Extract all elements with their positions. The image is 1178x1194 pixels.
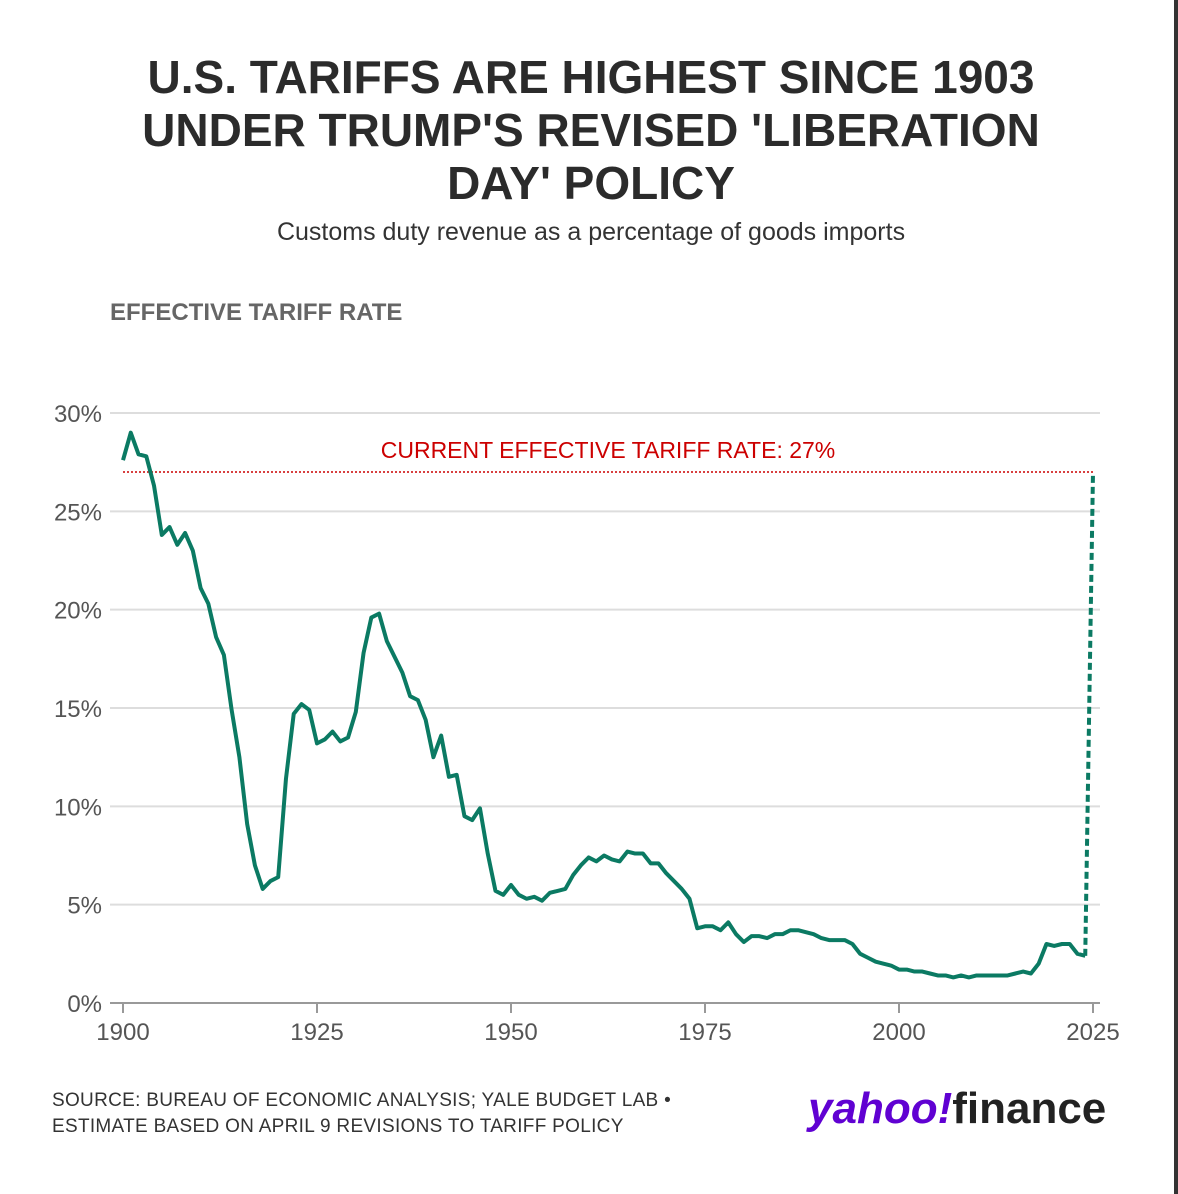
logo-brand: yahoo! bbox=[806, 1084, 952, 1133]
edge bbox=[1174, 0, 1178, 1194]
chart-title: U.S. TARIFFS ARE HIGHEST SINCE 1903 bbox=[148, 51, 1035, 103]
y-tick-label: 25% bbox=[54, 499, 102, 526]
source-note: ESTIMATE BASED ON APRIL 9 REVISIONS TO T… bbox=[52, 1116, 624, 1137]
x-tick-label: 1925 bbox=[290, 1019, 343, 1046]
y-tick-label: 20% bbox=[54, 598, 102, 625]
logo: yahoo!finance bbox=[806, 1084, 1106, 1133]
x-tick-label: 2025 bbox=[1066, 1019, 1119, 1046]
chart-title: DAY' POLICY bbox=[447, 157, 735, 209]
x-tick-label: 2000 bbox=[872, 1019, 925, 1046]
y-tick-label: 5% bbox=[67, 893, 102, 920]
data-line bbox=[1083, 471, 1095, 956]
logo-product: finance bbox=[952, 1084, 1106, 1133]
y-tick-label: 15% bbox=[54, 696, 102, 723]
source-note: SOURCE: BUREAU OF ECONOMIC ANALYSIS; YAL… bbox=[52, 1090, 671, 1111]
y-axis-label: EFFECTIVE TARIFF RATE bbox=[110, 299, 402, 326]
y-tick-label: 30% bbox=[54, 401, 102, 428]
reference-label: CURRENT EFFECTIVE TARIFF RATE: 27% bbox=[381, 437, 836, 463]
x-tick-label: 1975 bbox=[678, 1019, 731, 1046]
data-line bbox=[121, 430, 1086, 980]
x-tick-label: 1950 bbox=[484, 1019, 537, 1046]
chart-title: UNDER TRUMP'S REVISED 'LIBERATION bbox=[142, 104, 1040, 156]
y-tick-label: 10% bbox=[54, 794, 102, 821]
x-tick-label: 1900 bbox=[96, 1019, 149, 1046]
y-tick-label: 0% bbox=[67, 991, 102, 1018]
subtitle: Customs duty revenue as a percentage of … bbox=[277, 218, 905, 246]
